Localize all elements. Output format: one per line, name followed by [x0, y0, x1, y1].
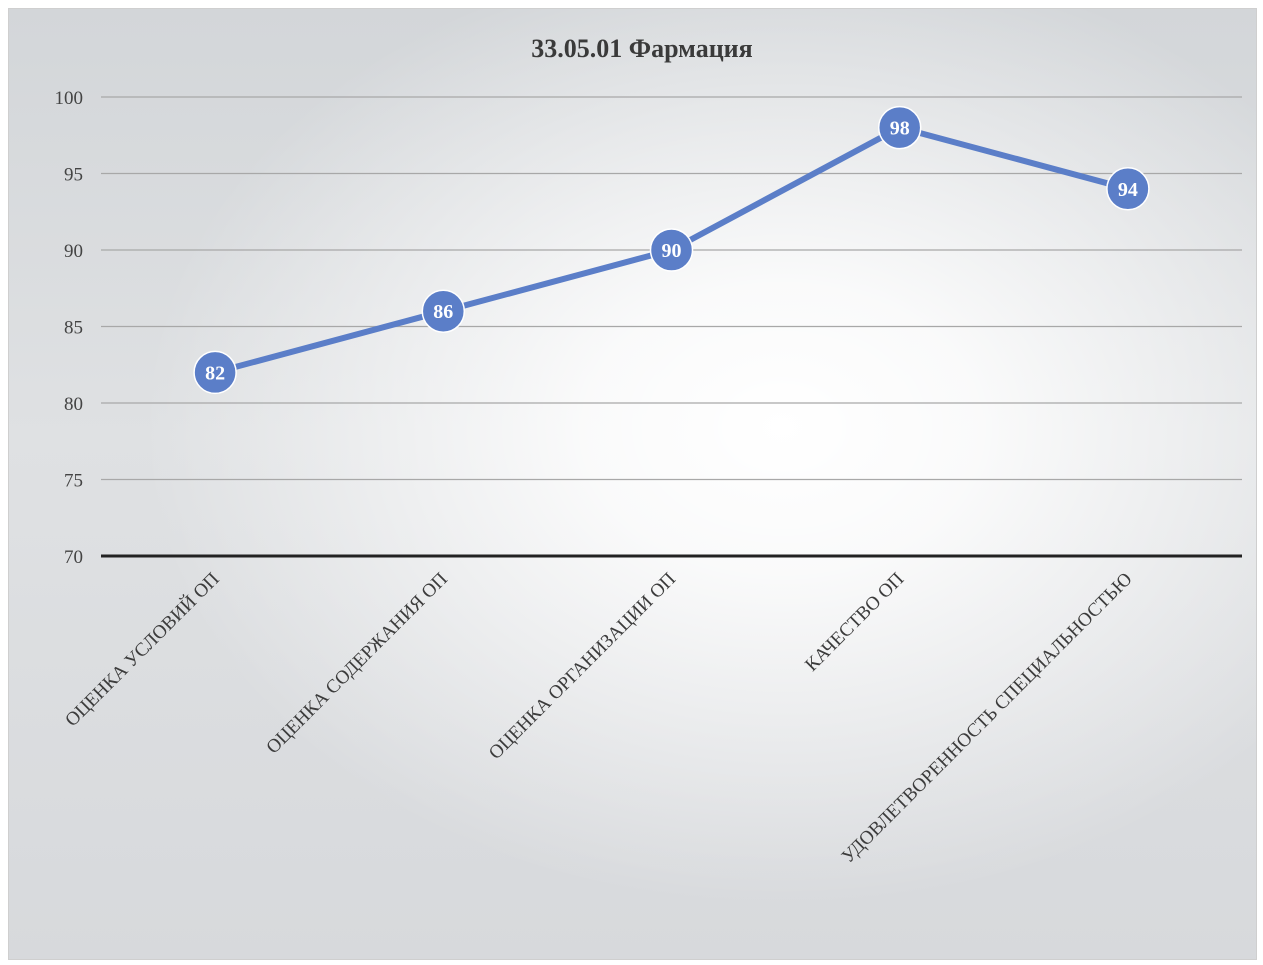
chart-title: 33.05.01 Фармация	[531, 34, 752, 63]
data-label: 90	[662, 240, 682, 262]
x-category-label: ОЦЕНКА СОДЕРЖАНИЯ ОП	[262, 568, 452, 758]
data-label: 82	[205, 362, 225, 384]
y-tick-label-95: 95	[64, 165, 83, 186]
y-tick-label-85: 85	[64, 318, 83, 339]
chart-area: 33.05.01 Фармация 100 95 90 85 80 75 70 ОЦЕНКА…	[8, 8, 1257, 960]
y-tick-label-90: 90	[64, 241, 83, 262]
y-tick-label-70: 70	[64, 547, 83, 568]
data-label: 86	[433, 301, 453, 323]
data-point-marker	[1106, 167, 1150, 211]
gridlines	[101, 96, 1242, 558]
data-point-marker	[649, 228, 694, 272]
data-point-marker	[421, 289, 466, 333]
x-axis-category-labels: ОЦЕНКА УСЛОВИЙ ОП ОЦЕНКА СОДЕРЖАНИЯ ОП ОЦЕ…	[61, 568, 1136, 867]
data-label: 94	[1118, 179, 1138, 201]
x-category-label: ОЦЕНКА УСЛОВИЙ ОП	[61, 568, 223, 730]
y-tick-label-75: 75	[64, 471, 83, 492]
data-point-marker	[193, 350, 237, 395]
line-chart: 33.05.01 Фармация 100 95 90 85 80 75 70 ОЦЕНКА…	[55, 34, 1242, 867]
data-points: 82 86 90 98 94	[193, 105, 1150, 395]
data-point-marker	[877, 105, 922, 150]
data-label: 98	[890, 118, 910, 140]
y-tick-label-80: 80	[64, 394, 83, 415]
y-tick-label-100: 100	[55, 88, 84, 109]
x-category-label: УДОВЛЕТВОРЕННОСТЬ СПЕЦИАЛЬНОСТЬЮ	[838, 569, 1137, 868]
x-category-label: ОЦЕНКА ОРГАНИЗАЦИИ ОП	[485, 568, 680, 763]
x-category-label: КАЧЕСТВО ОП	[801, 568, 908, 675]
y-axis-tick-labels: 100 95 90 85 80 75 70	[55, 88, 84, 568]
